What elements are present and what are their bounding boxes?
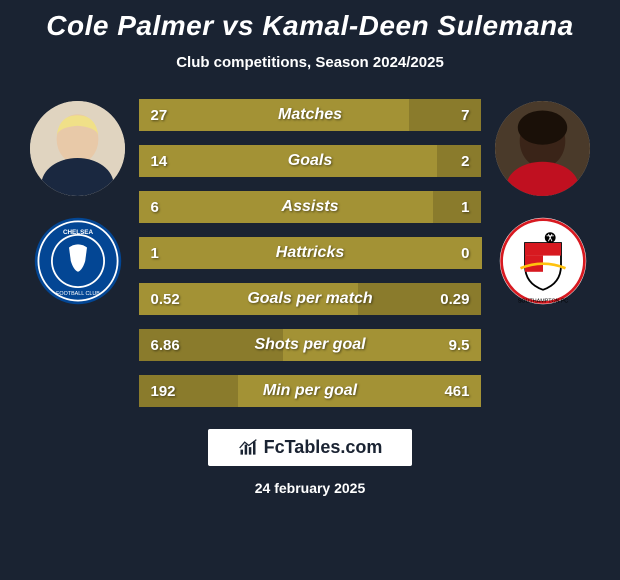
left-player-avatar [30,101,125,196]
left-player-column: CHELSEA FOOTBALL CLUB [23,99,133,306]
stat-bar-content: 27 Matches 7 [139,99,482,131]
right-club-badge: SOUTHAMPTON FC [498,216,588,306]
main-row: CHELSEA FOOTBALL CLUB 27 Matches 7 14 Goals 2… [0,99,620,407]
stat-bar-content: 6.86 Shots per goal 9.5 [139,329,482,361]
stat-right-value: 9.5 [449,337,470,354]
stat-left-value: 1 [151,245,159,262]
stat-left-value: 14 [151,153,168,170]
stat-left-value: 192 [151,383,176,400]
stat-left-value: 6.86 [151,337,180,354]
stat-right-value: 2 [461,153,469,170]
stat-right-value: 7 [461,107,469,124]
stat-label: Hattricks [276,244,344,262]
chart-icon [238,438,258,458]
svg-text:CHELSEA: CHELSEA [62,229,93,236]
stat-bar: 1 Hattricks 0 [139,237,482,269]
stat-label: Goals [288,152,332,170]
stat-bar: 14 Goals 2 [139,145,482,177]
stat-bar-content: 6 Assists 1 [139,191,482,223]
stat-left-value: 0.52 [151,291,180,308]
stats-column: 27 Matches 7 14 Goals 2 6 Assists 1 1 Hattricks 0 0.… [133,99,488,407]
southampton-badge-icon: SOUTHAMPTON FC [498,216,588,306]
footer-brand-text: FcTables.com [264,437,383,458]
left-club-badge: CHELSEA FOOTBALL CLUB [33,216,123,306]
stat-bar-content: 192 Min per goal 461 [139,375,482,407]
right-player-column: SOUTHAMPTON FC [488,99,598,306]
stat-right-value: 1 [461,199,469,216]
footer-date: 24 february 2025 [255,480,366,496]
stat-bar-content: 14 Goals 2 [139,145,482,177]
stat-label: Goals per match [247,290,372,308]
stat-right-value: 0 [461,245,469,262]
stat-bar: 27 Matches 7 [139,99,482,131]
stat-bar: 0.52 Goals per match 0.29 [139,283,482,315]
person-icon [30,101,125,196]
stat-bar: 6.86 Shots per goal 9.5 [139,329,482,361]
stat-bar-content: 1 Hattricks 0 [139,237,482,269]
stat-right-value: 0.29 [440,291,469,308]
stat-left-value: 27 [151,107,168,124]
right-player-avatar [495,101,590,196]
stat-label: Shots per goal [254,336,365,354]
chelsea-badge-icon: CHELSEA FOOTBALL CLUB [33,216,123,306]
page-title: Cole Palmer vs Kamal-Deen Sulemana [46,10,573,42]
stat-label: Matches [278,106,342,124]
stat-right-value: 461 [444,383,469,400]
stat-bar-content: 0.52 Goals per match 0.29 [139,283,482,315]
stat-label: Assists [282,198,339,216]
stat-bar: 192 Min per goal 461 [139,375,482,407]
footer-brand-badge: FcTables.com [208,429,413,466]
stat-left-value: 6 [151,199,159,216]
svg-text:SOUTHAMPTON FC: SOUTHAMPTON FC [517,298,567,304]
person-icon [495,101,590,196]
svg-text:FOOTBALL CLUB: FOOTBALL CLUB [56,291,100,297]
page-subtitle: Club competitions, Season 2024/2025 [176,54,444,71]
stat-bar: 6 Assists 1 [139,191,482,223]
stat-label: Min per goal [263,382,357,400]
comparison-infographic: Cole Palmer vs Kamal-Deen Sulemana Club … [0,0,620,580]
